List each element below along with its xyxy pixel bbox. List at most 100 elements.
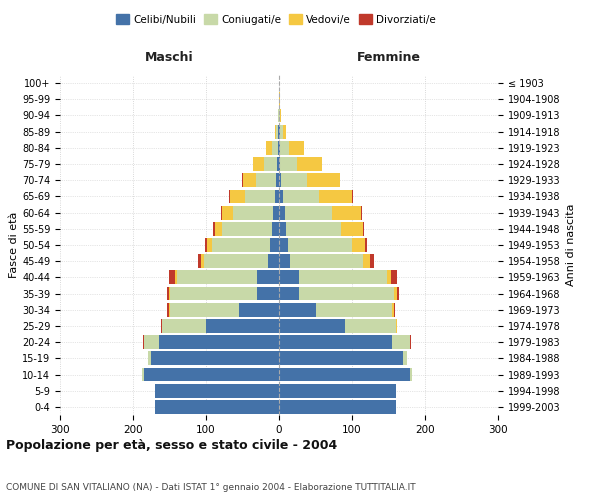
Bar [162, 319, 206, 333]
Bar [283, 190, 319, 203]
Bar [201, 254, 204, 268]
Bar [283, 125, 286, 138]
Bar [279, 254, 290, 268]
Bar [266, 141, 272, 154]
Bar [272, 141, 278, 154]
Bar [332, 206, 361, 220]
Bar [175, 270, 177, 284]
Bar [275, 125, 276, 138]
Bar [279, 319, 344, 333]
Bar [245, 190, 275, 203]
Bar [279, 108, 280, 122]
Bar [296, 157, 322, 171]
Bar [278, 125, 279, 138]
Bar [212, 238, 270, 252]
Text: Popolazione per età, sesso e stato civile - 2004: Popolazione per età, sesso e stato civil… [6, 440, 337, 452]
Bar [151, 352, 279, 365]
Bar [279, 400, 396, 414]
Bar [289, 141, 304, 154]
Bar [279, 238, 288, 252]
Bar [279, 141, 280, 154]
Bar [365, 238, 367, 252]
Bar [394, 286, 397, 300]
Bar [144, 368, 279, 382]
Bar [279, 270, 299, 284]
Bar [279, 286, 299, 300]
Bar [392, 336, 410, 349]
Bar [270, 238, 279, 252]
Bar [279, 92, 280, 106]
Bar [279, 384, 396, 398]
Bar [277, 157, 279, 171]
Bar [279, 336, 392, 349]
Bar [279, 190, 283, 203]
Bar [410, 336, 411, 349]
Bar [167, 286, 169, 300]
Bar [222, 206, 233, 220]
Bar [169, 270, 175, 284]
Bar [143, 336, 144, 349]
Bar [299, 270, 387, 284]
Bar [391, 270, 397, 284]
Bar [221, 206, 222, 220]
Bar [278, 108, 279, 122]
Bar [275, 190, 279, 203]
Bar [272, 222, 279, 235]
Bar [307, 174, 340, 187]
Bar [229, 190, 230, 203]
Bar [279, 303, 316, 316]
Bar [256, 174, 276, 187]
Bar [222, 222, 272, 235]
Bar [396, 319, 397, 333]
Bar [169, 303, 170, 316]
Text: Maschi: Maschi [145, 50, 194, 64]
Bar [204, 254, 268, 268]
Bar [397, 286, 400, 300]
Legend: Celibi/Nubili, Coniugati/e, Vedovi/e, Divorziati/e: Celibi/Nubili, Coniugati/e, Vedovi/e, Di… [112, 10, 440, 29]
Bar [170, 303, 239, 316]
Bar [208, 238, 212, 252]
Bar [370, 254, 374, 268]
Bar [316, 303, 392, 316]
Bar [144, 336, 158, 349]
Bar [273, 206, 279, 220]
Bar [403, 352, 407, 365]
Bar [177, 270, 257, 284]
Bar [161, 319, 162, 333]
Text: Femmine: Femmine [356, 50, 421, 64]
Bar [279, 157, 280, 171]
Bar [279, 368, 410, 382]
Bar [288, 238, 352, 252]
Bar [280, 141, 289, 154]
Bar [214, 222, 215, 235]
Bar [167, 303, 169, 316]
Bar [341, 222, 363, 235]
Bar [352, 238, 365, 252]
Bar [279, 206, 285, 220]
Bar [148, 352, 151, 365]
Bar [286, 222, 341, 235]
Bar [363, 254, 370, 268]
Bar [257, 286, 279, 300]
Bar [280, 108, 281, 122]
Bar [344, 319, 396, 333]
Bar [230, 190, 245, 203]
Bar [279, 125, 280, 138]
Bar [276, 174, 279, 187]
Bar [319, 190, 352, 203]
Bar [392, 303, 394, 316]
Bar [155, 384, 279, 398]
Bar [281, 174, 307, 187]
Bar [206, 319, 279, 333]
Bar [279, 222, 286, 235]
Bar [169, 286, 170, 300]
Bar [253, 157, 263, 171]
Bar [280, 125, 283, 138]
Bar [278, 141, 279, 154]
Bar [205, 238, 208, 252]
Bar [279, 352, 403, 365]
Bar [257, 270, 279, 284]
Bar [155, 400, 279, 414]
Text: COMUNE DI SAN VITALIANO (NA) - Dati ISTAT 1° gennaio 2004 - Elaborazione TUTTITA: COMUNE DI SAN VITALIANO (NA) - Dati ISTA… [6, 484, 416, 492]
Bar [268, 254, 279, 268]
